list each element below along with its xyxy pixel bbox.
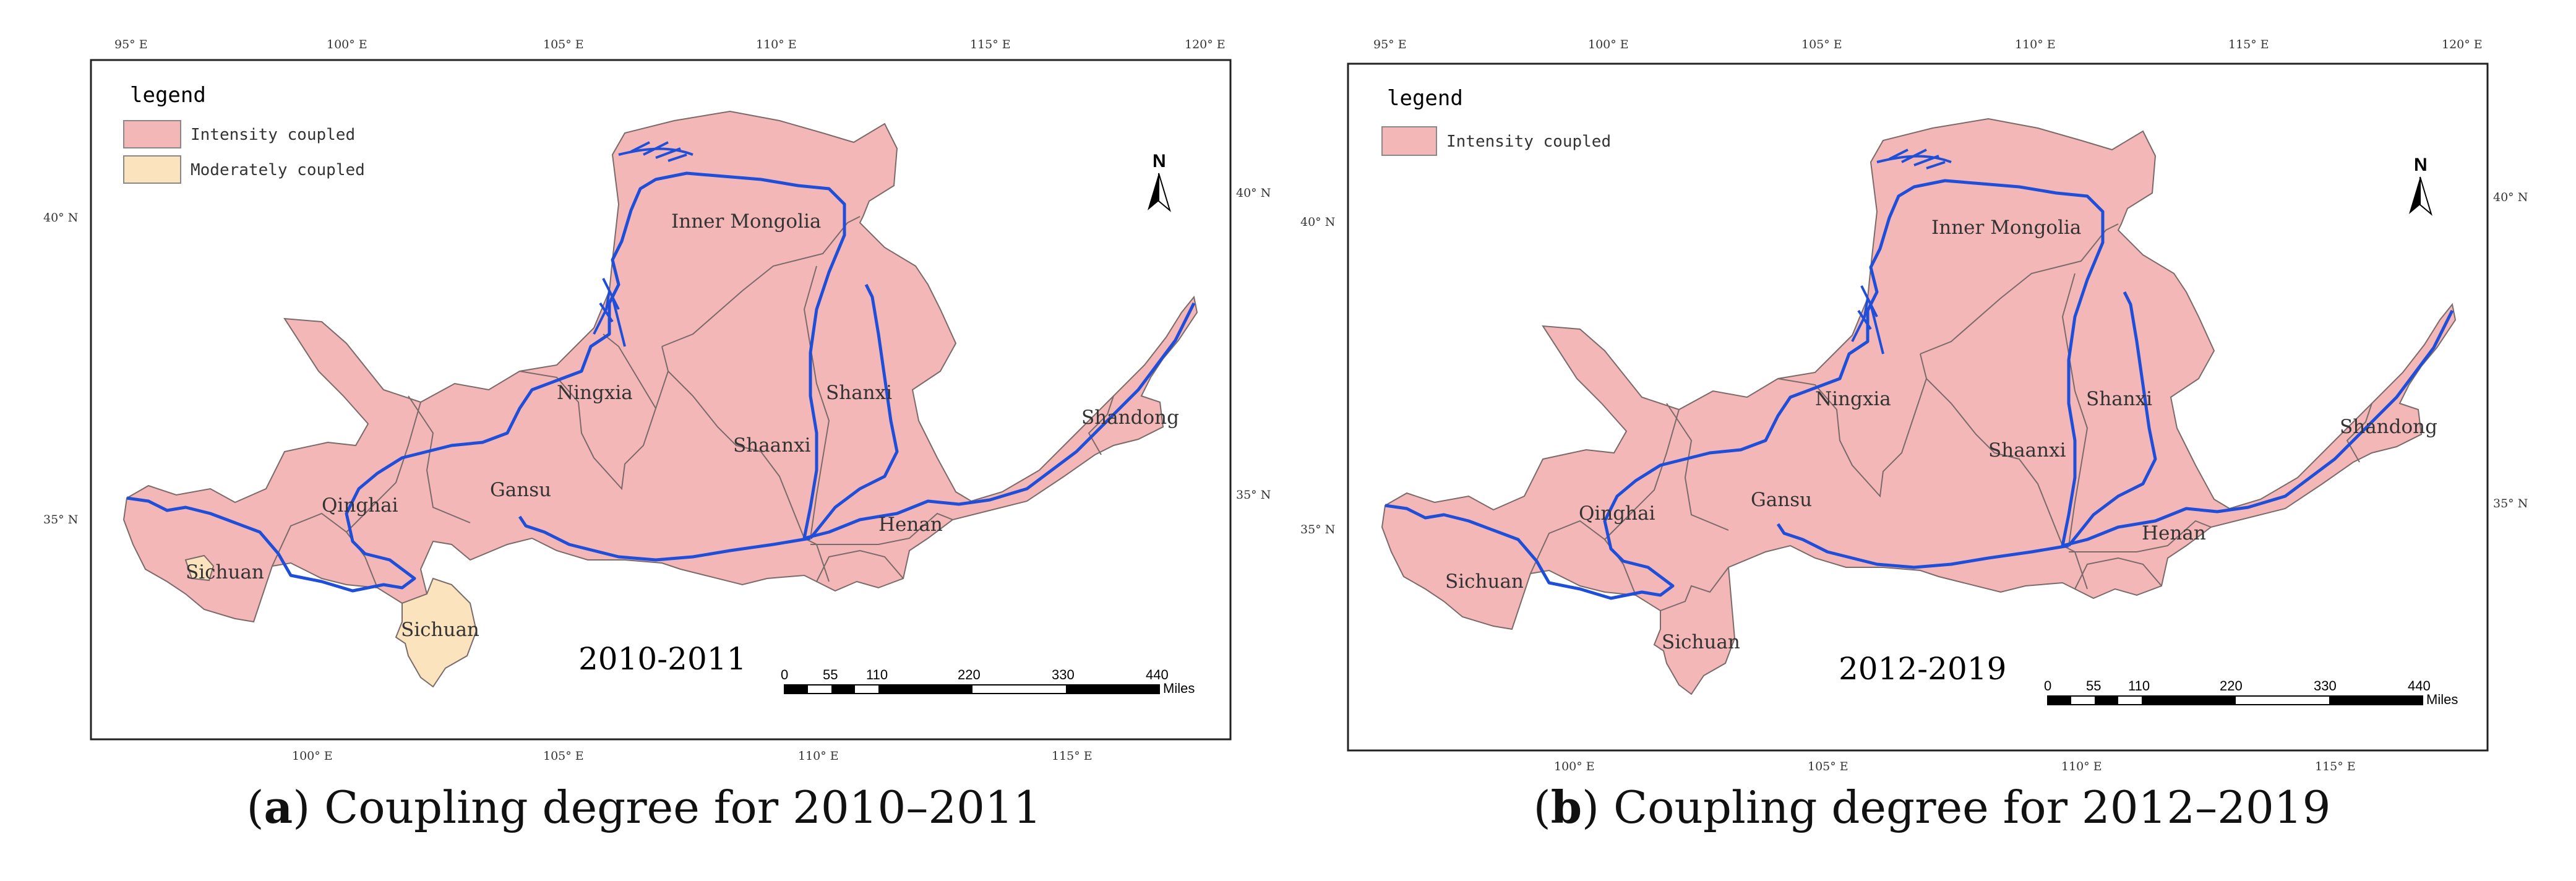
legend-label-intensity: Intensity coupled xyxy=(191,126,355,144)
svg-text:N: N xyxy=(1153,151,1166,171)
legend-label-intensity: Intensity coupled xyxy=(1446,132,1611,151)
yellow-river xyxy=(126,141,1196,593)
province-label: Sichuan xyxy=(401,619,479,641)
lat-tick-left: 35° N xyxy=(43,513,78,526)
yellow-river-basin-region xyxy=(122,110,1198,688)
province-label: Henan xyxy=(878,514,943,536)
svg-text:220: 220 xyxy=(958,667,981,682)
caption-letter: b xyxy=(1550,781,1582,833)
svg-text:440: 440 xyxy=(2408,678,2431,694)
province-label: Shaanxi xyxy=(1988,439,2066,462)
svg-text:330: 330 xyxy=(1052,667,1075,682)
lon-tick-bottom: 115° E xyxy=(1052,749,1093,763)
lat-tick-right: 40° N xyxy=(1236,186,1271,200)
lon-tick-top: 95° E xyxy=(114,38,148,51)
svg-text:55: 55 xyxy=(823,667,838,682)
province-label: Henan xyxy=(2142,522,2206,544)
lon-tick-top: 100° E xyxy=(1588,38,1629,51)
province-label: Shaanxi xyxy=(733,434,811,457)
legend-title: legend xyxy=(130,83,206,108)
lon-tick-top: 110° E xyxy=(756,38,797,51)
svg-text:Miles: Miles xyxy=(1163,681,1195,696)
svg-text:440: 440 xyxy=(1146,667,1169,682)
yellow-river xyxy=(1385,148,2454,600)
lon-tick-top: 115° E xyxy=(2228,38,2269,51)
scale-bar-icon: 0 55 110 220 330 440 Miles xyxy=(781,667,1195,696)
province-label: Shanxi xyxy=(826,382,892,404)
province-label: Qinghai xyxy=(322,494,398,517)
caption-letter: a xyxy=(264,781,293,833)
province-label: Ningxia xyxy=(557,382,633,404)
province-label: Inner Mongolia xyxy=(671,210,821,233)
province-label: Sichuan xyxy=(1662,631,1740,653)
province-label: Qinghai xyxy=(1579,502,1655,525)
caption-text: Coupling degree for 2010–2011 xyxy=(324,781,1042,833)
lon-tick-top: 95° E xyxy=(1373,38,1407,51)
lat-tick-right: 35° N xyxy=(1236,488,1271,502)
north-arrow-icon: N xyxy=(1148,151,1171,212)
svg-text:N: N xyxy=(2414,155,2428,175)
map-panel-a: 95° E 100° E 105° E 110° E 115° E 120° E… xyxy=(43,38,1271,833)
legend-title: legend xyxy=(1387,86,1463,111)
province-label: Gansu xyxy=(490,479,551,501)
province-label: Ningxia xyxy=(1815,388,1891,410)
legend-label-moderate: Moderately coupled xyxy=(191,161,365,179)
lat-tick-left: 40° N xyxy=(1300,215,1335,229)
lat-tick-left: 40° N xyxy=(43,211,78,225)
province-label: Sichuan xyxy=(186,561,264,583)
lon-tick-bottom: 110° E xyxy=(2061,760,2102,773)
north-arrow-icon: N xyxy=(2409,155,2432,216)
map-panel-b: 95° E 100° E 105° E 110° E 115° E 120° E… xyxy=(1288,0,2576,881)
province-label: Shandong xyxy=(2340,416,2437,438)
lon-tick-bottom: 115° E xyxy=(2315,760,2356,773)
svg-text:0: 0 xyxy=(2044,678,2051,694)
period-label: 2010-2011 xyxy=(578,641,746,677)
caption-b: (b) Coupling degree for 2012–2019 xyxy=(1533,781,2331,833)
lat-tick-right: 35° N xyxy=(2493,497,2528,510)
lon-tick-top: 110° E xyxy=(2015,38,2056,51)
scale-bar-icon: 0 55 110 220 330 440 Miles xyxy=(2044,678,2458,707)
legend-swatch-intensity xyxy=(123,120,181,148)
lon-tick-top: 105° E xyxy=(1801,38,1842,51)
lon-tick-top: 105° E xyxy=(543,38,584,51)
svg-text:110: 110 xyxy=(866,667,888,682)
svg-text:55: 55 xyxy=(2086,678,2101,694)
legend-swatch-moderate xyxy=(123,155,181,184)
lon-tick-top: 115° E xyxy=(970,38,1011,51)
svg-text:220: 220 xyxy=(2220,678,2243,694)
svg-text:330: 330 xyxy=(2314,678,2337,694)
province-label: Gansu xyxy=(1751,489,1812,511)
lon-tick-top: 120° E xyxy=(1185,38,1226,51)
lon-tick-top: 100° E xyxy=(327,38,367,51)
yellow-river-basin-region xyxy=(1381,118,2457,695)
lon-tick-bottom: 105° E xyxy=(543,749,584,763)
lon-tick-top: 120° E xyxy=(2442,38,2483,51)
lon-tick-bottom: 110° E xyxy=(798,749,839,763)
province-label: Inner Mongolia xyxy=(1931,217,2081,239)
lat-tick-right: 40° N xyxy=(2493,191,2528,204)
lon-tick-bottom: 100° E xyxy=(292,749,333,763)
lat-tick-left: 35° N xyxy=(1300,523,1335,536)
lon-tick-bottom: 100° E xyxy=(1554,760,1595,773)
caption-a: (a) Coupling degree for 2010–2011 xyxy=(246,781,1042,833)
svg-text:Miles: Miles xyxy=(2426,692,2458,707)
legend-swatch-intensity xyxy=(1381,126,1437,156)
province-label: Sichuan xyxy=(1445,570,1524,593)
province-label: Shandong xyxy=(1081,406,1179,429)
period-label: 2012-2019 xyxy=(1839,651,2006,687)
caption-text: Coupling degree for 2012–2019 xyxy=(1613,781,2331,833)
province-label: Shanxi xyxy=(2086,388,2152,410)
lon-tick-bottom: 105° E xyxy=(1808,760,1848,773)
svg-text:110: 110 xyxy=(2128,678,2150,694)
svg-text:0: 0 xyxy=(781,667,788,682)
